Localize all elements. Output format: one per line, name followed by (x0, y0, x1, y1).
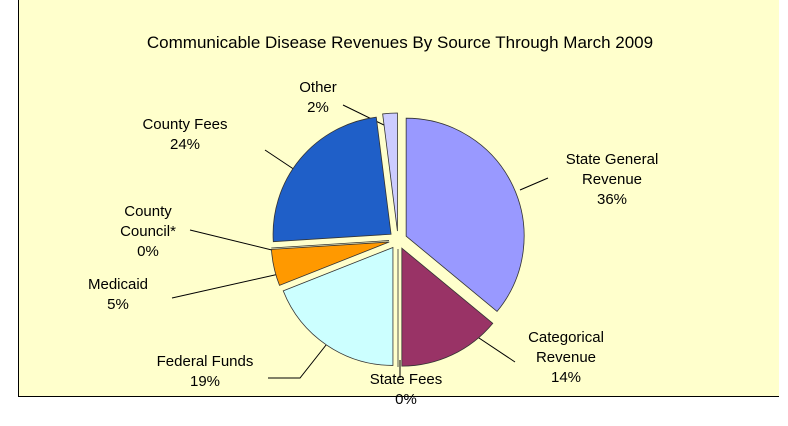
leader-line (519, 177, 549, 191)
data-label: State General Revenue 36% (552, 150, 672, 210)
pie-slice (271, 240, 390, 249)
value-label: 19% (189, 373, 221, 390)
value-label: 2% (307, 99, 329, 116)
chart-area (18, 0, 779, 397)
category-label: County Fees (142, 116, 228, 133)
category-label: State General Revenue (565, 151, 659, 188)
value-label: 0% (137, 243, 159, 260)
data-label: State Fees 0% (356, 370, 456, 410)
data-label: Medicaid 5% (73, 275, 163, 315)
category-label: County Council* (120, 203, 176, 240)
pie-slice (282, 246, 394, 366)
pie-slice (272, 116, 392, 243)
pie-slice (401, 247, 494, 367)
category-label: State Fees (369, 371, 443, 388)
value-label: 24% (169, 136, 201, 153)
value-label: 0% (395, 391, 417, 408)
category-label: Categorical Revenue (528, 329, 604, 366)
data-label: County Council* 0% (111, 202, 186, 262)
leader-line (268, 339, 331, 379)
pie-slice (405, 117, 525, 312)
category-label: Other (299, 79, 337, 96)
value-label: 5% (107, 296, 129, 313)
data-label: Categorical Revenue 14% (516, 328, 616, 388)
data-label: Other 2% (288, 78, 348, 118)
leader-line (171, 271, 289, 299)
chart-title: Communicable Disease Revenues By Source … (146, 33, 654, 52)
data-label: County Fees 24% (125, 115, 245, 155)
value-label: 14% (550, 369, 582, 386)
leader-line (189, 229, 281, 253)
leader-line (342, 104, 391, 129)
category-label: Medicaid (87, 276, 149, 293)
category-label: Federal Funds (156, 353, 254, 370)
data-label: Federal Funds 19% (140, 352, 270, 392)
pie-slice (271, 241, 390, 286)
value-label: 36% (596, 191, 628, 208)
pie-slice (382, 112, 398, 232)
